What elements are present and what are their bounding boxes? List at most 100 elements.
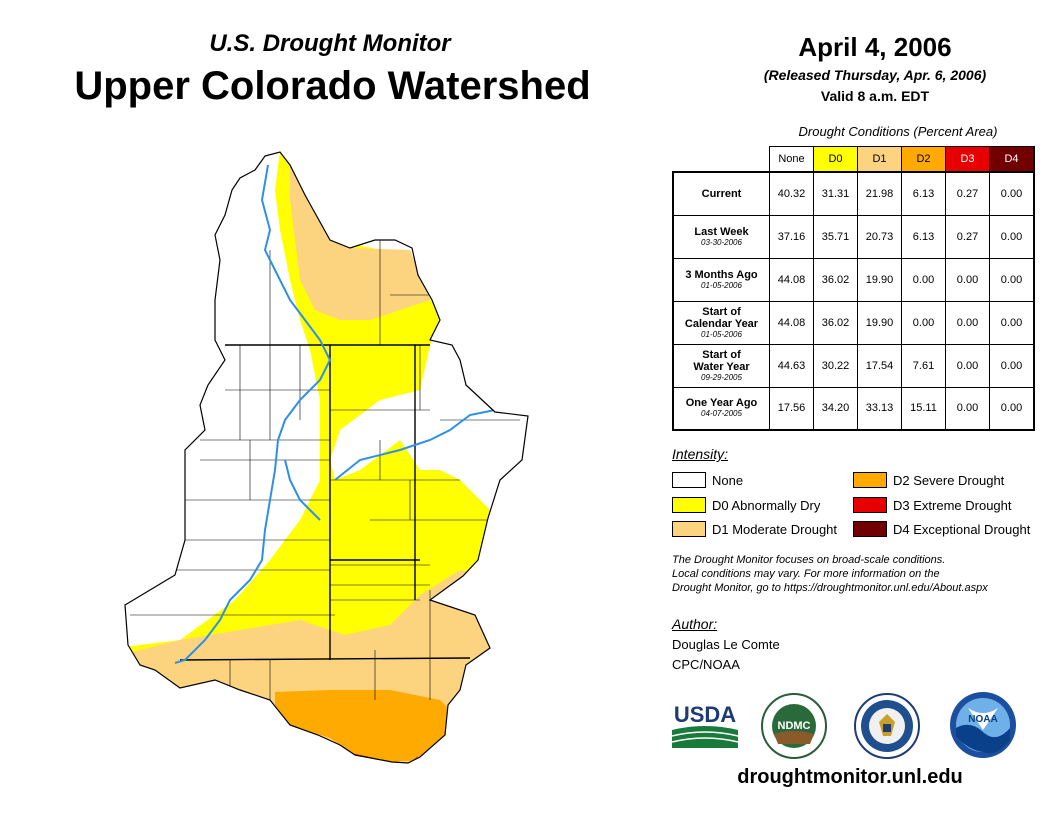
legend-label-d3: D3 Extreme Drought bbox=[893, 497, 1012, 513]
legend-swatch-d0 bbox=[672, 497, 706, 513]
footer-url[interactable]: droughtmonitor.unl.edu bbox=[737, 766, 963, 788]
row-date: 03-30-2006 bbox=[701, 237, 742, 247]
row-label: Last Week 03-30-2006 bbox=[672, 214, 770, 259]
conditions-table: None D0 D1 D2 D3 D4 Current 40.32 31.31 21.… bbox=[672, 146, 1035, 431]
value-cell: 17.54 bbox=[857, 343, 902, 388]
legend-item-d4: D4 Exceptional Drought bbox=[853, 521, 1030, 537]
map-title: Upper Colorado Watershed bbox=[74, 64, 591, 108]
value-cell: 44.08 bbox=[769, 300, 814, 345]
value-cell: 6.13 bbox=[901, 171, 946, 216]
intensity-title: Intensity: bbox=[672, 446, 729, 462]
noaa-logo-text: NOAA bbox=[968, 714, 997, 725]
author-org: CPC/NOAA bbox=[672, 657, 740, 672]
author-name: Douglas Le Comte bbox=[672, 637, 780, 652]
release-date: (Released Thursday, Apr. 6, 2006) bbox=[763, 67, 987, 83]
value-cell: 0.00 bbox=[901, 257, 946, 302]
row-label-text: Start of bbox=[702, 305, 741, 318]
value-cell: 33.13 bbox=[857, 386, 902, 431]
col-header-d3: D3 bbox=[945, 146, 990, 173]
row-label: Start of Calendar Year 01-05-2006 bbox=[672, 300, 770, 345]
row-label-text: Current bbox=[701, 187, 742, 200]
legend-label-d2: D2 Severe Drought bbox=[893, 472, 1005, 488]
value-cell: 0.00 bbox=[989, 171, 1035, 216]
conditions-body: Current 40.32 31.31 21.98 6.13 0.27 0.00 Last W… bbox=[672, 171, 1035, 431]
conditions-header-row: None D0 D1 D2 D3 D4 bbox=[673, 146, 1035, 173]
valid-time: Valid 8 a.m. EDT bbox=[820, 88, 930, 104]
conditions-row: One Year Ago 04-07-2005 17.56 34.20 33.13 15.… bbox=[672, 386, 1035, 431]
doc-seal-logo bbox=[854, 693, 920, 759]
value-cell: 0.00 bbox=[945, 257, 990, 302]
ndmc-logo: NDMC bbox=[761, 693, 827, 759]
d2-area bbox=[275, 690, 455, 762]
noaa-logo: NOAA bbox=[950, 692, 1016, 758]
drought-map bbox=[124, 151, 529, 764]
note-line: Drought Monitor, go to https://droughtmo… bbox=[672, 582, 988, 594]
author-title: Author: bbox=[672, 616, 718, 632]
conditions-row: Start of Calendar Year 01-05-2006 44.08 36.0… bbox=[672, 300, 1035, 345]
row-label-text-2: Water Year bbox=[693, 360, 750, 373]
legend-item-none: None bbox=[672, 472, 743, 488]
value-cell: 17.56 bbox=[769, 386, 814, 431]
row-label-text: Start of bbox=[702, 348, 741, 361]
value-cell: 40.32 bbox=[769, 171, 814, 216]
value-cell: 6.13 bbox=[901, 214, 946, 259]
conditions-row: 3 Months Ago 01-05-2006 44.08 36.02 19.90 0.0… bbox=[672, 257, 1035, 302]
value-cell: 30.22 bbox=[813, 343, 858, 388]
legend-item-d1: D1 Moderate Drought bbox=[672, 521, 837, 537]
value-cell: 7.61 bbox=[901, 343, 946, 388]
row-date: 01-05-2006 bbox=[701, 280, 742, 290]
value-cell: 37.16 bbox=[769, 214, 814, 259]
value-cell: 0.00 bbox=[989, 343, 1035, 388]
legend-item-d0: D0 Abnormally Dry bbox=[672, 497, 820, 513]
conditions-row: Start of Water Year 09-29-2005 44.63 30.22 17… bbox=[672, 343, 1035, 388]
row-label-text: 3 Months Ago bbox=[685, 268, 758, 281]
disclaimer-note: The Drought Monitor focuses on broad-sca… bbox=[672, 553, 1052, 595]
legend-label-d1: D1 Moderate Drought bbox=[712, 521, 838, 537]
value-cell: 15.11 bbox=[901, 386, 946, 431]
value-cell: 0.00 bbox=[989, 257, 1035, 302]
row-date: 01-05-2006 bbox=[701, 329, 742, 339]
value-cell: 44.08 bbox=[769, 257, 814, 302]
map-date: April 4, 2006 bbox=[798, 32, 952, 62]
legend-label-none: None bbox=[712, 472, 744, 488]
map-subtitle: U.S. Drought Monitor bbox=[209, 30, 451, 57]
value-cell: 34.20 bbox=[813, 386, 858, 431]
row-label: Current bbox=[672, 171, 770, 216]
legend-swatch-d2 bbox=[853, 472, 887, 488]
value-cell: 0.00 bbox=[945, 386, 990, 431]
row-label: Start of Water Year 09-29-2005 bbox=[672, 343, 770, 388]
value-cell: 21.98 bbox=[857, 171, 902, 216]
legend-item-d3: D3 Extreme Drought bbox=[853, 497, 1012, 513]
value-cell: 0.00 bbox=[989, 214, 1035, 259]
value-cell: 36.02 bbox=[813, 300, 858, 345]
row-label-text-2: Calendar Year bbox=[684, 317, 759, 330]
rivers bbox=[174, 164, 519, 664]
ndmc-logo-text: NDMC bbox=[778, 720, 811, 732]
row-date: 09-29-2005 bbox=[701, 372, 742, 382]
value-cell: 0.00 bbox=[945, 343, 990, 388]
legend-label-d4: D4 Exceptional Drought bbox=[893, 521, 1031, 537]
d1-area-north bbox=[290, 152, 430, 320]
value-cell: 0.00 bbox=[945, 300, 990, 345]
legend-label-d0: D0 Abnormally Dry bbox=[712, 497, 821, 513]
note-line: The Drought Monitor focuses on broad-sca… bbox=[672, 554, 946, 566]
value-cell: 0.27 bbox=[945, 214, 990, 259]
row-label: One Year Ago 04-07-2005 bbox=[672, 386, 770, 431]
usda-logo-text: USDA bbox=[674, 702, 736, 727]
col-header-none: None bbox=[769, 146, 814, 173]
usda-logo: USDA bbox=[671, 702, 739, 748]
row-label-text: One Year Ago bbox=[685, 397, 758, 410]
col-header-d4: D4 bbox=[989, 146, 1035, 173]
value-cell: 35.71 bbox=[813, 214, 858, 259]
value-cell: 0.27 bbox=[945, 171, 990, 216]
col-header-d0: D0 bbox=[813, 146, 858, 173]
row-label: 3 Months Ago 01-05-2006 bbox=[672, 257, 770, 302]
row-date: 04-07-2005 bbox=[701, 409, 742, 419]
legend-swatch-d4 bbox=[853, 521, 887, 537]
col-header-d2: D2 bbox=[901, 146, 946, 173]
row-label-text: Last Week bbox=[694, 225, 749, 238]
value-cell: 19.90 bbox=[857, 300, 902, 345]
conditions-row: Current 40.32 31.31 21.98 6.13 0.27 0.00 bbox=[672, 171, 1035, 216]
legend-swatch-none bbox=[672, 472, 706, 488]
note-line: Local conditions may vary. For more info… bbox=[672, 568, 940, 580]
